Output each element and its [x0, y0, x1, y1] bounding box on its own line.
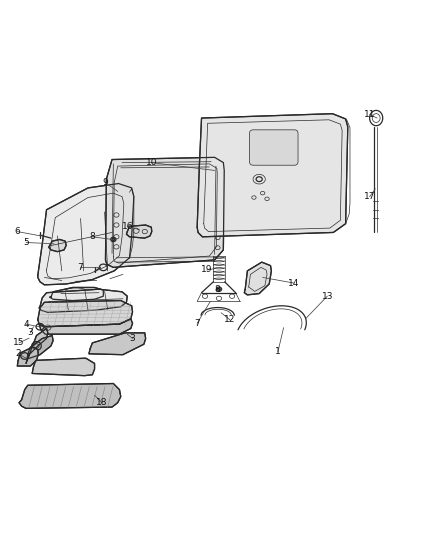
- Text: 10: 10: [145, 158, 157, 167]
- Polygon shape: [38, 183, 134, 285]
- Polygon shape: [26, 328, 48, 364]
- Polygon shape: [127, 225, 152, 238]
- Polygon shape: [244, 262, 272, 295]
- Text: 3: 3: [28, 328, 33, 337]
- Text: 16: 16: [122, 222, 133, 231]
- Text: 2: 2: [15, 349, 21, 358]
- Text: 7: 7: [194, 319, 200, 328]
- Text: 8: 8: [89, 232, 95, 241]
- Text: 8: 8: [214, 285, 220, 294]
- Text: 4: 4: [23, 320, 29, 329]
- Polygon shape: [17, 348, 38, 366]
- Polygon shape: [89, 333, 146, 354]
- Polygon shape: [49, 287, 103, 301]
- Text: 1: 1: [275, 347, 281, 356]
- Text: 13: 13: [321, 292, 333, 301]
- Text: 17: 17: [364, 192, 375, 201]
- Text: 9: 9: [102, 178, 108, 187]
- Polygon shape: [19, 384, 121, 408]
- Polygon shape: [32, 358, 95, 376]
- Text: 11: 11: [364, 110, 375, 119]
- Text: 5: 5: [23, 238, 29, 247]
- Text: 18: 18: [96, 398, 108, 407]
- FancyBboxPatch shape: [250, 130, 298, 165]
- Polygon shape: [106, 157, 224, 268]
- Text: 3: 3: [130, 334, 135, 343]
- Polygon shape: [38, 301, 133, 327]
- Text: 6: 6: [14, 227, 20, 236]
- Polygon shape: [197, 114, 348, 237]
- Text: 15: 15: [13, 338, 25, 348]
- Text: 19: 19: [201, 265, 212, 274]
- Polygon shape: [39, 319, 133, 334]
- Polygon shape: [49, 239, 66, 252]
- Polygon shape: [39, 289, 127, 312]
- Text: 12: 12: [224, 315, 236, 324]
- Text: 14: 14: [288, 279, 300, 288]
- Text: 7: 7: [77, 263, 83, 272]
- Polygon shape: [27, 335, 53, 359]
